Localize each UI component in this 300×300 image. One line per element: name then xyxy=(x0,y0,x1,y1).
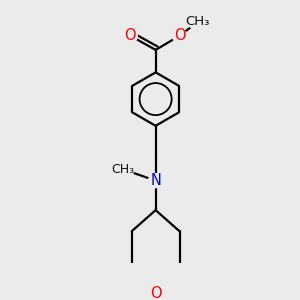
Ellipse shape xyxy=(148,286,163,300)
Text: O: O xyxy=(150,286,161,300)
Ellipse shape xyxy=(172,29,187,43)
Ellipse shape xyxy=(187,15,209,29)
Text: CH₃: CH₃ xyxy=(186,15,210,28)
Text: CH₃: CH₃ xyxy=(112,163,135,176)
Text: O: O xyxy=(124,28,136,43)
Ellipse shape xyxy=(148,174,163,188)
Ellipse shape xyxy=(123,29,137,43)
Text: O: O xyxy=(174,28,185,43)
Text: N: N xyxy=(150,173,161,188)
Ellipse shape xyxy=(112,162,134,176)
